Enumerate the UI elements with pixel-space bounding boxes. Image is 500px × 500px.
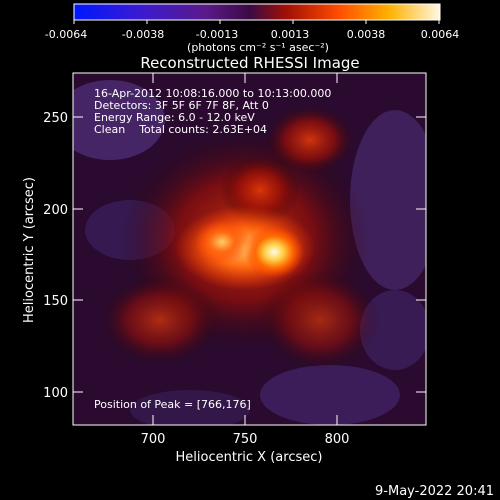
time-range-text: 16-Apr-2012 10:08:16.000 to 10:13:00.000 (94, 87, 331, 100)
colorbar-units: (photons cm⁻² s⁻¹ asec⁻²) (187, 41, 329, 54)
clean-counts-text: Clean Total counts: 2.63E+04 (94, 123, 267, 136)
colorbar-tick-label: 0.0038 (347, 28, 386, 41)
colorbar (73, 3, 441, 21)
y-tick-label: 200 (43, 203, 68, 218)
energy-range-text: Energy Range: 6.0 - 12.0 keV (94, 111, 255, 124)
x-axis-label: Heliocentric X (arcsec) (176, 450, 323, 465)
y-tick-label: 150 (43, 294, 68, 309)
plot-frame (72, 72, 427, 426)
x-tick-label: 800 (325, 432, 350, 447)
colorbar-tick-label: -0.0038 (122, 28, 164, 41)
plot-title: Reconstructed RHESSI Image (140, 54, 359, 72)
x-tick-label: 700 (141, 432, 166, 447)
peak-position-text: Position of Peak = [766,176] (94, 398, 251, 411)
y-axis-label: Heliocentric Y (arcsec) (22, 177, 37, 323)
detectors-text: Detectors: 3F 5F 6F 7F 8F, Att 0 (94, 99, 269, 112)
footer-date: 9-May-2022 20:41 (375, 484, 494, 499)
colorbar-tick-label: 0.0064 (421, 28, 460, 41)
y-tick-label: 250 (43, 111, 68, 126)
colorbar-tick-label: -0.0013 (196, 28, 238, 41)
x-tick-label: 750 (233, 432, 258, 447)
colorbar-tick-label: -0.0064 (45, 28, 87, 41)
solar-image (73, 73, 426, 425)
colorbar-tick-label: 0.0013 (271, 28, 310, 41)
y-tick-label: 100 (43, 386, 68, 401)
